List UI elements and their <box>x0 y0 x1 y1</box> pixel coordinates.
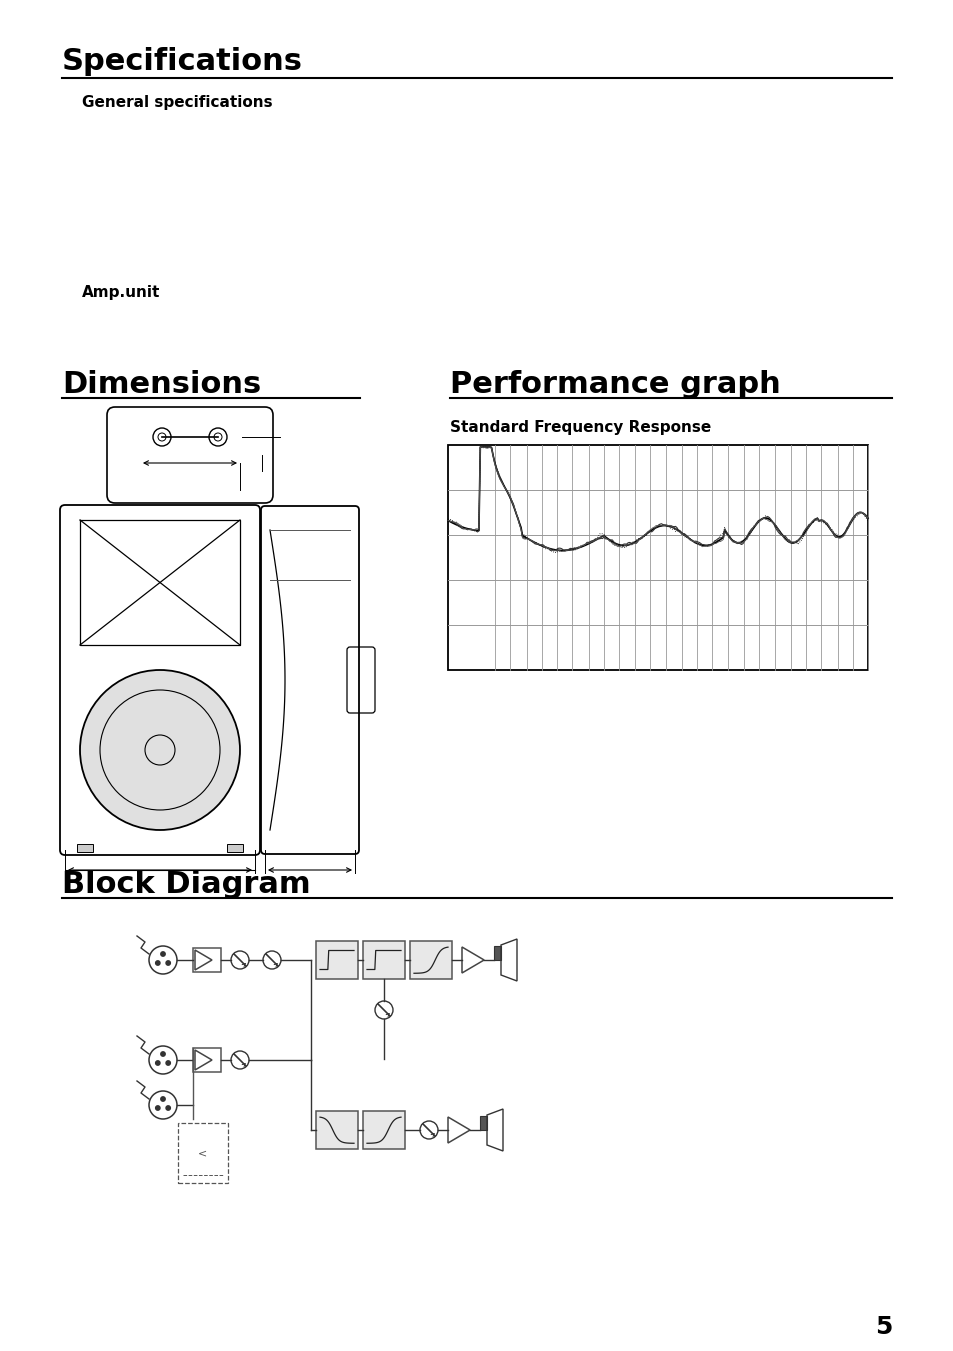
Bar <box>448 444 867 670</box>
Text: Dimensions: Dimensions <box>62 370 261 399</box>
Bar <box>193 1048 221 1071</box>
Bar <box>410 942 452 979</box>
Text: General specifications: General specifications <box>82 95 273 109</box>
Circle shape <box>155 1061 160 1065</box>
Circle shape <box>161 1097 165 1101</box>
Circle shape <box>155 1106 160 1111</box>
Bar <box>363 942 405 979</box>
Bar <box>494 946 500 961</box>
Circle shape <box>155 961 160 965</box>
Text: 5: 5 <box>874 1315 891 1339</box>
Bar <box>178 1123 228 1183</box>
Bar <box>315 1111 357 1148</box>
Text: Standard Frequency Response: Standard Frequency Response <box>450 420 711 435</box>
Circle shape <box>80 670 240 830</box>
Circle shape <box>166 961 171 965</box>
Circle shape <box>166 1106 171 1111</box>
Text: Block Diagram: Block Diagram <box>62 870 311 898</box>
Bar <box>479 1116 486 1129</box>
Text: Performance graph: Performance graph <box>450 370 780 399</box>
Circle shape <box>161 952 165 957</box>
Bar <box>363 1111 405 1148</box>
Text: Amp.unit: Amp.unit <box>82 285 160 300</box>
Bar <box>193 948 221 971</box>
Circle shape <box>166 1061 171 1065</box>
Bar <box>315 942 357 979</box>
Text: Specifications: Specifications <box>62 47 303 76</box>
Text: <: < <box>198 1148 208 1158</box>
Bar <box>77 844 92 852</box>
Bar <box>227 844 243 852</box>
Circle shape <box>161 1052 165 1056</box>
